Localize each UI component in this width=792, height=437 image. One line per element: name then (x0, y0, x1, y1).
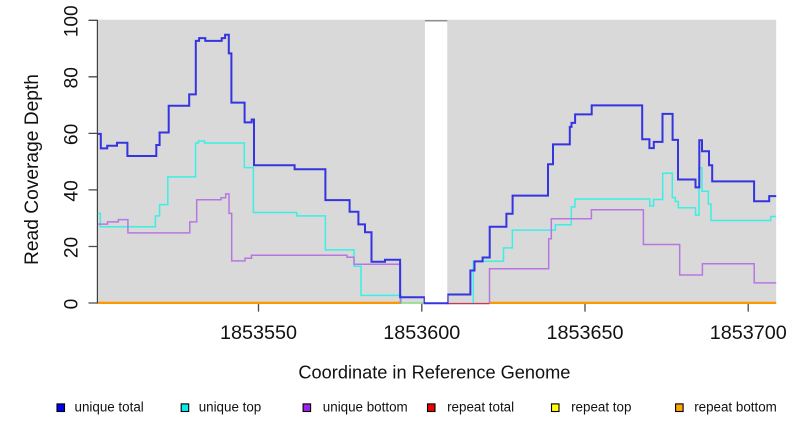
svg-text:repeat top: repeat top (571, 399, 631, 414)
svg-text:0: 0 (62, 299, 83, 310)
svg-text:100: 100 (62, 5, 83, 37)
svg-text:1853650: 1853650 (546, 322, 623, 344)
svg-text:1853600: 1853600 (383, 322, 460, 344)
svg-text:repeat total: repeat total (447, 399, 514, 414)
svg-text:60: 60 (62, 124, 83, 145)
svg-text:Coordinate in Reference Genome: Coordinate in Reference Genome (298, 363, 570, 383)
svg-text:80: 80 (62, 67, 83, 88)
svg-text:repeat bottom: repeat bottom (694, 399, 777, 414)
svg-text:1853550: 1853550 (220, 322, 297, 344)
svg-text:1853700: 1853700 (710, 322, 787, 344)
svg-text:unique top: unique top (199, 399, 262, 414)
svg-text:Read Coverage Depth: Read Coverage Depth (22, 74, 43, 265)
svg-text:unique bottom: unique bottom (323, 399, 408, 414)
svg-text:40: 40 (62, 180, 83, 201)
svg-text:20: 20 (62, 237, 83, 258)
svg-text:unique total: unique total (75, 399, 144, 414)
